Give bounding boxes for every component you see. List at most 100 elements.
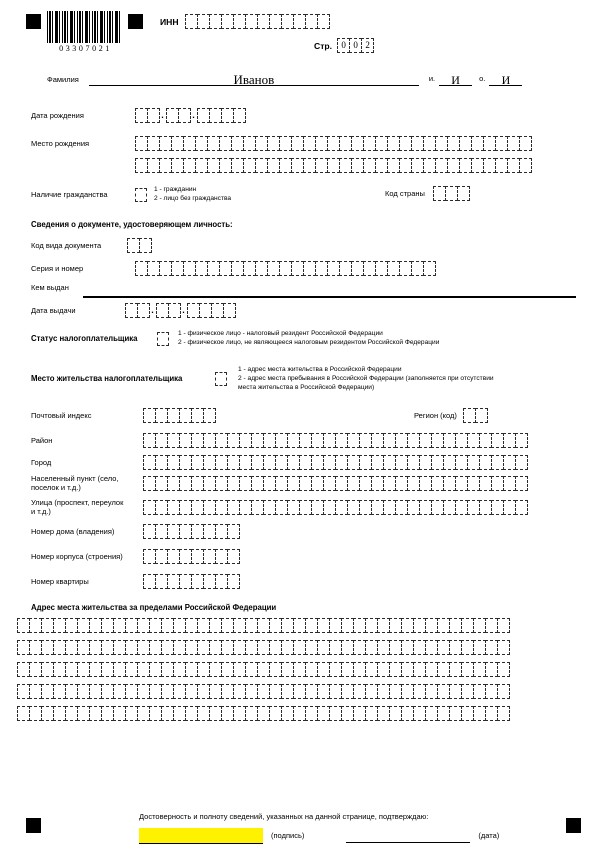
registration-mark-bottom-right xyxy=(566,818,581,833)
settlement-input[interactable] xyxy=(143,475,528,491)
series-number-input[interactable] xyxy=(135,261,436,276)
series-number-row: Серия и номер xyxy=(31,261,436,276)
residence-row: Место жительства налогоплательщика 1 - а… xyxy=(31,366,494,393)
form-cell[interactable] xyxy=(215,372,227,387)
foreign-address-row[interactable] xyxy=(17,684,510,699)
form-cell[interactable] xyxy=(139,238,152,253)
region-code-label: Регион (код) xyxy=(414,411,457,420)
form-cell[interactable] xyxy=(147,108,160,123)
birth-date-day-input[interactable] xyxy=(135,108,160,123)
country-code-input[interactable] xyxy=(432,186,470,201)
building-input[interactable] xyxy=(143,549,240,564)
city-input[interactable] xyxy=(143,455,528,470)
form-cell[interactable] xyxy=(233,108,246,123)
form-cell[interactable] xyxy=(223,303,236,318)
identity-section-title-text: Сведения о документе, удостоверяющем лич… xyxy=(31,220,233,229)
issue-date-row: Дата выдачи . . xyxy=(31,303,236,318)
birth-date-row: Дата рождения . . xyxy=(31,108,246,123)
taxpayer-status-input[interactable] xyxy=(157,331,169,346)
citizenship-option-2: 2 - лицо без гражданства xyxy=(154,194,232,202)
form-cell[interactable] xyxy=(515,455,528,470)
form-cell[interactable]: 2 xyxy=(361,38,375,53)
confirmation-text: Достоверность и полноту сведений, указан… xyxy=(139,812,429,821)
form-cell[interactable] xyxy=(497,684,510,699)
form-cell[interactable] xyxy=(497,662,510,677)
apartment-input[interactable] xyxy=(143,574,240,589)
signature-caption: (подпись) xyxy=(271,831,305,841)
doc-type-row: Код вида документа xyxy=(31,238,152,253)
citizenship-input[interactable] xyxy=(135,187,147,202)
form-cell[interactable] xyxy=(316,14,330,29)
form-cell[interactable] xyxy=(519,158,532,173)
form-cell[interactable] xyxy=(456,186,470,201)
form-cell[interactable] xyxy=(203,408,216,423)
foreign-address-row[interactable] xyxy=(17,618,510,633)
form-cell[interactable] xyxy=(497,706,510,721)
inn-label: ИНН xyxy=(160,16,179,27)
residence-label: Место жительства налогоплательщика xyxy=(31,374,183,384)
birth-place-input-line1[interactable] xyxy=(135,136,532,151)
form-cell[interactable] xyxy=(497,618,510,633)
issue-date-label: Дата выдачи xyxy=(31,306,76,315)
form-cell[interactable] xyxy=(227,574,240,589)
foreign-address-row[interactable] xyxy=(17,640,510,655)
country-code-label: Код страны xyxy=(385,189,425,198)
house-row: Номер дома (владения) xyxy=(31,524,240,539)
residence-option-2-continued: места жительства в Российской Федерации) xyxy=(238,383,375,391)
district-input[interactable] xyxy=(143,433,528,448)
district-label: Район xyxy=(31,436,53,445)
postal-index-label: Почтовый индекс xyxy=(31,411,92,420)
form-cell[interactable] xyxy=(157,331,169,346)
signature-field[interactable] xyxy=(139,828,263,844)
form-cell[interactable] xyxy=(135,187,147,202)
issued-by-line[interactable] xyxy=(83,296,576,298)
form-cell[interactable] xyxy=(137,303,150,318)
doc-type-input[interactable] xyxy=(127,238,152,253)
birth-place-row-1: Место рождения xyxy=(31,136,532,151)
form-cell[interactable]: 0 xyxy=(337,38,351,53)
patronymic-initial-value[interactable]: И xyxy=(489,73,523,87)
issue-date-day-input[interactable] xyxy=(125,303,150,318)
form-cell[interactable] xyxy=(474,408,488,423)
form-cell[interactable] xyxy=(519,136,532,151)
barcode-digits: 03307021 xyxy=(59,44,112,53)
form-cell[interactable] xyxy=(168,303,181,318)
form-cell[interactable] xyxy=(227,549,240,564)
birth-date-separator-2: . xyxy=(192,110,195,120)
form-cell[interactable] xyxy=(515,433,528,448)
form-cell[interactable] xyxy=(178,108,191,123)
registration-mark-bottom-left xyxy=(26,818,41,833)
form-cell[interactable] xyxy=(497,640,510,655)
form-cell[interactable] xyxy=(515,499,528,515)
issue-date-month-input[interactable] xyxy=(156,303,181,318)
issued-by-row: Кем выдан xyxy=(31,283,576,292)
postal-index-input[interactable] xyxy=(143,408,216,423)
foreign-address-row[interactable] xyxy=(17,706,510,721)
region-code-input[interactable] xyxy=(462,408,488,423)
inn-input[interactable] xyxy=(184,14,330,29)
form-cell[interactable]: 0 xyxy=(349,38,363,53)
firstname-initial-value[interactable]: И xyxy=(439,73,473,87)
birth-place-input-line2[interactable] xyxy=(135,158,532,173)
surname-row: Фамилия Иванов и. И о. И xyxy=(47,72,567,87)
surname-value[interactable]: Иванов xyxy=(88,72,419,87)
date-field[interactable] xyxy=(346,829,471,843)
citizenship-label: Наличие гражданства xyxy=(31,190,108,200)
birth-date-month-input[interactable] xyxy=(166,108,191,123)
issue-date-year-input[interactable] xyxy=(187,303,236,318)
issue-date-separator-2: . xyxy=(182,305,185,315)
birth-date-year-input[interactable] xyxy=(197,108,246,123)
house-input[interactable] xyxy=(143,524,240,539)
form-cell[interactable] xyxy=(423,261,436,276)
residence-input[interactable] xyxy=(215,372,227,387)
issued-by-label: Кем выдан xyxy=(31,283,69,292)
foreign-address-row[interactable] xyxy=(17,662,510,677)
street-input[interactable] xyxy=(143,499,528,515)
form-cell[interactable] xyxy=(515,475,528,491)
status-option-2: 2 - физическое лицо, не являющееся налог… xyxy=(178,338,440,346)
form-cell[interactable] xyxy=(227,524,240,539)
taxpayer-status-row: Статус налогоплательщика 1 - физическое … xyxy=(31,330,439,348)
building-label: Номер корпуса (строения) xyxy=(31,552,123,561)
